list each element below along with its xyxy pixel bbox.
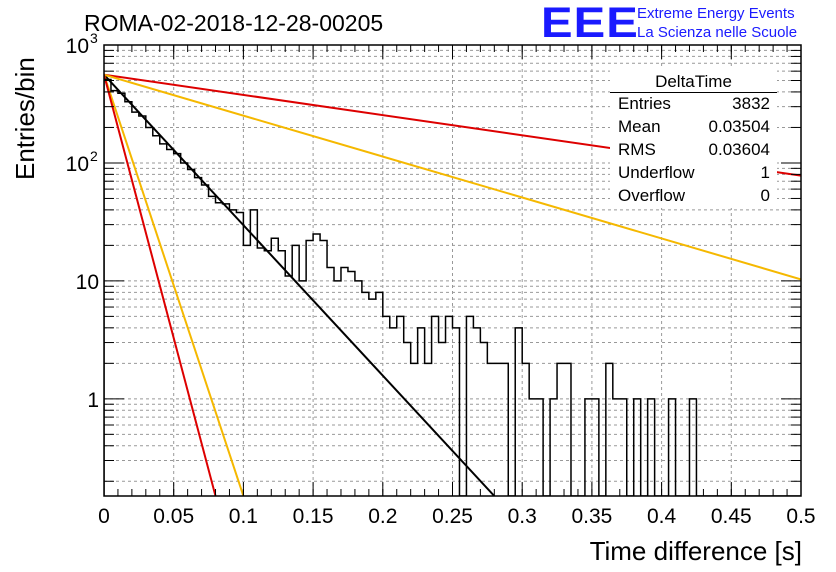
stats-key: Mean <box>618 117 661 136</box>
stats-title: DeltaTime <box>655 72 732 91</box>
x-tick-label: 0.3 <box>508 505 537 528</box>
histogram-bar <box>236 213 243 496</box>
histogram-bar <box>348 272 355 496</box>
x-tick-labels: 0 0.05 0.1 0.15 0.2 0.25 0.3 0.35 0.4 0.45 0.5 <box>98 505 815 528</box>
eee-logo: EEE <box>541 0 639 47</box>
y-tick-label: 1 <box>87 389 99 412</box>
histogram-bar <box>257 248 264 496</box>
histogram-outline <box>104 78 801 496</box>
org-name-line2: La Scienza nelle Scuole <box>637 24 798 41</box>
histogram-bar <box>264 251 271 496</box>
stats-value: 1 <box>760 163 770 182</box>
x-tick-label: 0.2 <box>368 505 397 528</box>
histogram-bar <box>306 240 313 496</box>
y-tick-exponent: 2 <box>90 148 98 164</box>
y-tick-exponent: 3 <box>90 30 98 46</box>
histogram-bar <box>299 281 306 496</box>
histogram-bar <box>174 154 181 496</box>
stats-box: DeltaTime Entries 3832 Mean 0.03504 RMS … <box>610 68 777 208</box>
grid-lines <box>104 45 801 496</box>
histogram-bar <box>243 245 250 496</box>
y-tick-label: 10 <box>66 153 89 176</box>
x-tick-label: 0.35 <box>571 505 612 528</box>
histogram-bars <box>104 78 801 496</box>
histogram-bar <box>313 234 320 496</box>
x-tick-label: 0.05 <box>153 505 194 528</box>
histogram-bar <box>341 267 348 496</box>
histogram-bar <box>390 328 397 496</box>
stats-value: 0.03604 <box>708 140 770 159</box>
histogram-bar <box>146 127 153 496</box>
stats-divider <box>610 92 777 93</box>
histogram-bar <box>271 238 278 496</box>
y-axis-label: Entries/bin <box>10 57 40 180</box>
x-tick-label: 0.1 <box>229 505 258 528</box>
histogram-bar <box>418 328 425 496</box>
histogram-bar <box>522 363 529 496</box>
axis-ticks <box>103 45 802 496</box>
histogram-bar <box>487 363 494 496</box>
histogram-bar <box>104 79 111 496</box>
histogram-bar <box>557 363 564 496</box>
stats-value: 0 <box>760 186 770 205</box>
org-name-line1: Extreme Energy Events <box>637 5 795 22</box>
histogram-bar <box>216 203 223 496</box>
fit-curve-0 <box>104 74 496 496</box>
histogram-bar <box>250 210 257 496</box>
histogram-bar <box>473 328 480 496</box>
fit-curve-4 <box>104 74 217 496</box>
histogram-bar <box>209 196 216 496</box>
y-tick-label: 10 <box>76 271 99 294</box>
histogram-bar <box>334 281 341 496</box>
histogram-bar <box>383 316 390 496</box>
stats-key: RMS <box>618 140 656 159</box>
histogram-bar <box>494 363 501 496</box>
x-tick-label: 0 <box>98 505 110 528</box>
histogram-bar <box>111 91 118 496</box>
histogram-bar <box>515 328 522 496</box>
stats-key: Overflow <box>618 186 686 205</box>
histogram-bar <box>362 292 369 496</box>
histogram-bar <box>285 276 292 496</box>
histogram-bar <box>139 116 146 496</box>
x-tick-label: 0.4 <box>647 505 677 528</box>
histogram-bar <box>195 178 202 496</box>
histogram-bar <box>397 316 404 496</box>
histogram-bar <box>320 240 327 496</box>
histogram-bar <box>606 363 613 496</box>
x-tick-label: 0.25 <box>432 505 473 528</box>
histogram-bar <box>278 251 285 496</box>
stats-key: Underflow <box>618 163 695 182</box>
x-tick-label: 0.5 <box>786 505 815 528</box>
histogram-bar <box>369 299 376 496</box>
histogram-bar <box>153 136 160 496</box>
x-axis-label: Time difference [s] <box>589 536 802 566</box>
histogram-bar <box>501 363 508 496</box>
histogram-bar <box>480 343 487 496</box>
stats-key: Entries <box>618 94 671 113</box>
histogram-bar <box>439 343 446 496</box>
x-tick-label: 0.15 <box>293 505 334 528</box>
histogram-bar <box>446 316 453 496</box>
histogram-bar <box>564 363 571 496</box>
y-tick-label: 10 <box>66 35 89 58</box>
histogram-bar <box>432 316 439 496</box>
histogram-bar <box>453 328 460 496</box>
fit-curve-2 <box>104 73 801 281</box>
histogram-bar <box>376 292 383 496</box>
x-tick-label: 0.45 <box>711 505 752 528</box>
histogram-bar <box>327 267 334 496</box>
histogram-bar <box>411 363 418 496</box>
histogram-bar <box>425 363 432 496</box>
histogram-bar <box>229 210 236 496</box>
stats-value: 0.03504 <box>708 117 770 136</box>
histogram-bar <box>160 144 167 496</box>
histogram-bar <box>404 343 411 496</box>
chart-title: ROMA-02-2018-12-28-00205 <box>84 10 384 36</box>
stats-value: 3832 <box>732 94 770 113</box>
histogram-bar <box>355 281 362 496</box>
fit-curve-3 <box>104 74 245 496</box>
